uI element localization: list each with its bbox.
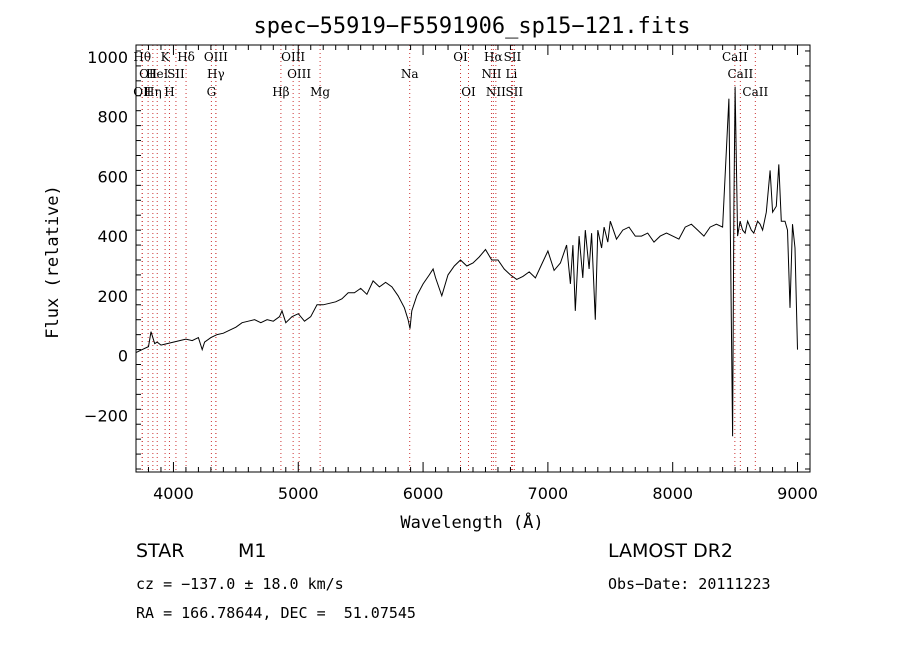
axis-ticks	[135, 45, 811, 472]
y-tick-label: −200	[84, 406, 128, 425]
x-tick-label: 6000	[403, 484, 444, 503]
y-tick-label: 400	[97, 227, 128, 246]
x-tick-label: 7000	[528, 484, 569, 503]
spectral-line-label: OⅡ	[139, 67, 157, 81]
spectral-line-label: NII	[481, 67, 501, 81]
x-tick-label: 9000	[777, 484, 818, 503]
spectrum-line	[135, 86, 798, 437]
coordinates-text: RA = 166.78644, DEC = 51.07545	[136, 604, 416, 622]
y-tick-label: 1000	[87, 48, 128, 67]
spectral-line-label: OI	[453, 50, 468, 64]
line-marks	[141, 45, 756, 472]
spectral-line-label: OIII	[204, 50, 228, 64]
spectral-line-label: Hγ	[207, 67, 225, 81]
spectral-line-label: CaII	[727, 67, 753, 81]
spectral-line-label: SII	[504, 50, 522, 64]
spectral-line-label: OIII	[287, 67, 311, 81]
spectral-line-label: Mg	[310, 85, 330, 99]
x-tick-label: 5000	[278, 484, 319, 503]
spectral-line-label: Hα	[484, 50, 503, 64]
spectral-line-label: SII	[505, 85, 523, 99]
spectral-line-label: NII	[486, 85, 506, 99]
spectral-line-label: K	[161, 50, 171, 64]
y-tick-label: 0	[118, 347, 128, 366]
spectral-line-label: Na	[401, 67, 419, 81]
redshift-text: cz = −137.0 ± 18.0 km/s	[136, 575, 344, 593]
spectral-line-label: HeI	[146, 67, 169, 81]
spectral-line-label: H	[164, 85, 174, 99]
obs-date-text: Obs−Date: 20111223	[608, 575, 771, 593]
y-tick-label: 600	[97, 167, 128, 186]
y-axis-label: Flux (relative)	[43, 185, 63, 339]
spectral-line-label: Hη	[144, 85, 162, 99]
spectral-line-label: CaII	[722, 50, 748, 64]
x-tick-label: 8000	[652, 484, 693, 503]
object-subclass: M1	[238, 540, 267, 562]
spectral-line-label: Hβ	[272, 85, 289, 99]
x-axis-label: Wavelength (Å)	[400, 511, 543, 533]
spectral-line-label: Li	[506, 67, 518, 81]
plot-frame	[135, 44, 811, 473]
y-tick-label: 800	[97, 108, 128, 127]
spectral-line-label: Hθ	[133, 50, 151, 64]
spectral-line-label: OIII	[281, 50, 305, 64]
chart-title: spec−55919−F5591906_sp15−121.fits	[253, 14, 690, 39]
spectral-line-label: Hδ	[177, 50, 195, 64]
spectral-line-label: SII	[167, 67, 185, 81]
x-tick-label: 4000	[153, 484, 194, 503]
y-tick-label: 200	[97, 287, 128, 306]
spectral-line-label: G	[207, 85, 217, 99]
y-tick-labels: −200 0 200 400 600 800 1000	[84, 48, 128, 425]
spectral-line-label: OI	[461, 85, 476, 99]
object-class: STAR	[136, 540, 185, 562]
survey-name: LAMOST DR2	[608, 540, 733, 562]
x-tick-labels: 4000 5000 6000 7000 8000 9000	[153, 484, 818, 503]
spectral-line-label: CaII	[742, 85, 768, 99]
